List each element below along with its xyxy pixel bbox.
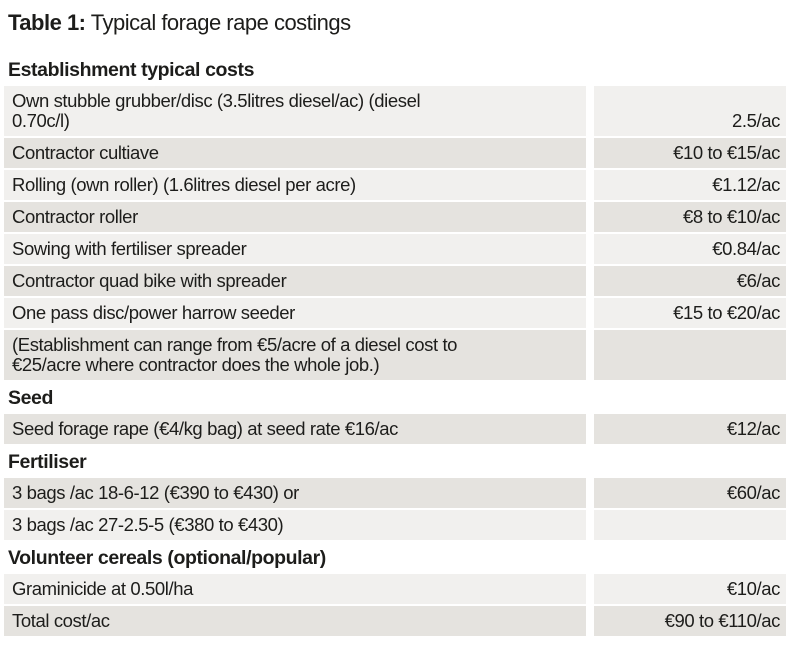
section-header: Fertiliser xyxy=(4,446,786,478)
table-title: Table 1: Typical forage rape costings xyxy=(8,10,782,36)
row-item-cell: Own stubble grubber/disc (3.5litres dies… xyxy=(4,86,586,136)
table-row: 3 bags /ac 18-6-12 (€390 to €430) or €60/… xyxy=(4,478,786,508)
row-item-cell: Contractor quad bike with spreader xyxy=(4,266,586,296)
row-value-cell: €10 to €15/ac xyxy=(594,138,786,168)
row-value-cell: €90 to €110/ac xyxy=(594,606,786,636)
table-row: Contractor quad bike with spreader €6/ac xyxy=(4,266,786,296)
row-item-cell: One pass disc/power harrow seeder xyxy=(4,298,586,328)
table-row: Graminicide at 0.50l/ha €10/ac xyxy=(4,574,786,604)
row-value-cell: €12/ac xyxy=(594,414,786,444)
row-value-cell: 2.5/ac xyxy=(594,86,786,136)
row-item-cell: Contractor cultiave xyxy=(4,138,586,168)
row-value-cell xyxy=(594,330,786,380)
row-item-cell: Contractor roller xyxy=(4,202,586,232)
row-value-cell: €60/ac xyxy=(594,478,786,508)
row-value-cell xyxy=(594,510,786,540)
row-value-cell: €0.84/ac xyxy=(594,234,786,264)
table-title-text: Typical forage rape costings xyxy=(85,10,351,35)
row-item-cell: 3 bags /ac 27-2.5-5 (€380 to €430) xyxy=(4,510,586,540)
table-row: Seed forage rape (€4/kg bag) at seed rat… xyxy=(4,414,786,444)
table-row: Contractor cultiave €10 to €15/ac xyxy=(4,138,786,168)
row-item-cell: 3 bags /ac 18-6-12 (€390 to €430) or xyxy=(4,478,586,508)
section-header: Volunteer cereals (optional/popular) xyxy=(4,542,786,574)
section-header: Seed xyxy=(4,382,786,414)
row-item-cell: (Establishment can range from €5/acre of… xyxy=(4,330,586,380)
table-row: 3 bags /ac 27-2.5-5 (€380 to €430) xyxy=(4,510,786,540)
row-value-cell: €1.12/ac xyxy=(594,170,786,200)
row-value-cell: €15 to €20/ac xyxy=(594,298,786,328)
row-value-cell: €6/ac xyxy=(594,266,786,296)
table-row: Contractor roller €8 to €10/ac xyxy=(4,202,786,232)
row-value-cell: €10/ac xyxy=(594,574,786,604)
table-title-label: Table 1: xyxy=(8,10,86,35)
table-row: One pass disc/power harrow seeder €15 to … xyxy=(4,298,786,328)
row-item-cell: Graminicide at 0.50l/ha xyxy=(4,574,586,604)
row-item-cell: Total cost/ac xyxy=(4,606,586,636)
table-row: Sowing with fertiliser spreader €0.84/ac xyxy=(4,234,786,264)
row-item-cell: Seed forage rape (€4/kg bag) at seed rat… xyxy=(4,414,586,444)
costings-table: Establishment typical costs Own stubble g… xyxy=(4,54,786,636)
table-row: Total cost/ac €90 to €110/ac xyxy=(4,606,786,636)
table-row: (Establishment can range from €5/acre of… xyxy=(4,330,786,380)
row-item-cell: Rolling (own roller) (1.6litres diesel p… xyxy=(4,170,586,200)
section-header: Establishment typical costs xyxy=(4,54,786,86)
table-row: Own stubble grubber/disc (3.5litres dies… xyxy=(4,86,786,136)
row-item-cell: Sowing with fertiliser spreader xyxy=(4,234,586,264)
table-row: Rolling (own roller) (1.6litres diesel p… xyxy=(4,170,786,200)
row-value-cell: €8 to €10/ac xyxy=(594,202,786,232)
